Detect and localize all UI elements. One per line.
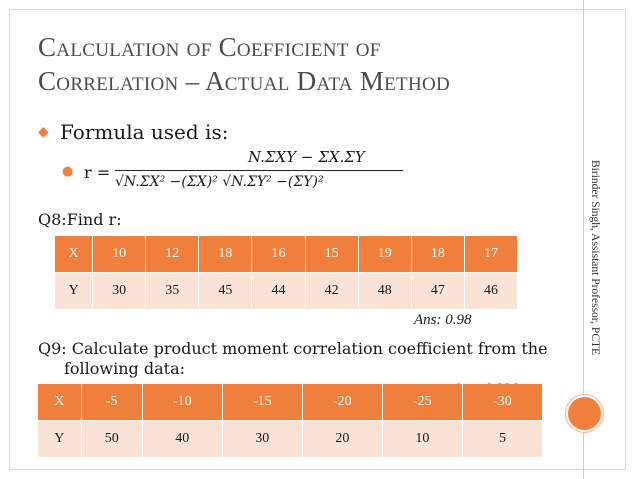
q8-prompt: Q8:Find r:: [38, 210, 122, 229]
table-cell: 46: [464, 272, 519, 309]
q9-prompt-line-2-text: following data:: [64, 359, 186, 378]
slide-frame: [9, 9, 626, 470]
table-cell: 20: [302, 420, 383, 457]
table-cell: 50: [81, 420, 143, 457]
q8-data-row: Y 30 35 45 44 42 48 47 46: [55, 272, 519, 309]
table-cell: 10: [382, 420, 463, 457]
bullet-formula-intro: ◆ Formula used is:: [38, 120, 228, 144]
slide-title: Calculation of Coefficient of Correlatio…: [38, 30, 558, 98]
right-divider: [583, 0, 584, 479]
table-cell: 40: [142, 420, 223, 457]
sub-bullet-icon: ●: [62, 164, 74, 179]
table-cell: -5: [81, 384, 143, 421]
table-cell: 16: [251, 236, 306, 273]
title-line-1: Calculation of Coefficient of: [38, 32, 381, 62]
table-cell: 12: [145, 236, 200, 273]
table-cell: 18: [198, 236, 253, 273]
table-cell: Y: [38, 420, 82, 457]
correlation-formula: ● r = N.ΣXY − ΣX.ΣY √N.ΣX² −(ΣX)² √N.ΣY²…: [62, 148, 403, 198]
fraction-bar: [115, 170, 403, 171]
formula-denominator: √N.ΣX² −(ΣX)² √N.ΣY² −(ΣY)²: [115, 174, 324, 190]
table-cell: 15: [305, 236, 359, 273]
title-line-2: Correlation – Actual Data Method: [38, 66, 451, 96]
q9-table: X -5 -10 -15 -20 -25 -30 Y 50 40 30 20 1…: [38, 384, 544, 457]
q8-header-row: X 10 12 18 16 15 19 18 17: [55, 236, 519, 273]
table-cell: 10: [92, 236, 147, 273]
table-cell: 42: [305, 272, 359, 309]
table-cell: 30: [92, 272, 147, 309]
table-cell: X: [38, 384, 82, 421]
table-cell: -20: [302, 384, 383, 421]
formula-numerator: N.ΣXY − ΣX.ΣY: [248, 148, 365, 166]
q9-header-row: X -5 -10 -15 -20 -25 -30: [38, 384, 544, 421]
table-cell: -10: [142, 384, 223, 421]
table-cell: 48: [358, 272, 412, 309]
q9-prompt-line-1: Q9: Calculate product moment correlation…: [38, 339, 548, 358]
q8-answer: Ans: 0.98: [414, 312, 472, 328]
bullet-icon: ◆: [38, 124, 49, 140]
q9-data-row: Y 50 40 30 20 10 5: [38, 420, 544, 457]
table-cell: -25: [382, 384, 463, 421]
table-cell: -15: [222, 384, 303, 421]
table-cell: 47: [411, 272, 465, 309]
table-cell: 19: [358, 236, 412, 273]
table-cell: 45: [198, 272, 253, 309]
table-cell: 44: [251, 272, 306, 309]
decorative-circle-icon: [568, 397, 601, 430]
table-cell: 17: [464, 236, 519, 273]
table-cell: 5: [462, 420, 544, 457]
q8-table: X 10 12 18 16 15 19 18 17 Y 30 35 45 44 …: [55, 236, 519, 309]
q9-prompt-line-2: following data: Ans: 0.996: [38, 359, 558, 397]
table-cell: Y: [55, 272, 94, 309]
table-cell: 18: [411, 236, 465, 273]
table-cell: -30: [462, 384, 544, 421]
formula-intro-text: Formula used is:: [60, 120, 229, 144]
side-credit: Birinder Singh, Assistant Professor, PCT…: [589, 160, 601, 356]
table-cell: X: [55, 236, 94, 273]
table-cell: 30: [222, 420, 303, 457]
formula-lhs: r =: [84, 163, 111, 182]
q9-prompt: Q9: Calculate product moment correlation…: [38, 339, 558, 397]
table-cell: 35: [145, 272, 200, 309]
